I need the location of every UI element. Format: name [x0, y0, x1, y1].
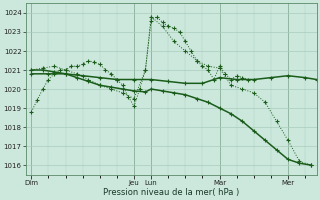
X-axis label: Pression niveau de la mer( hPa ): Pression niveau de la mer( hPa ): [103, 188, 239, 197]
